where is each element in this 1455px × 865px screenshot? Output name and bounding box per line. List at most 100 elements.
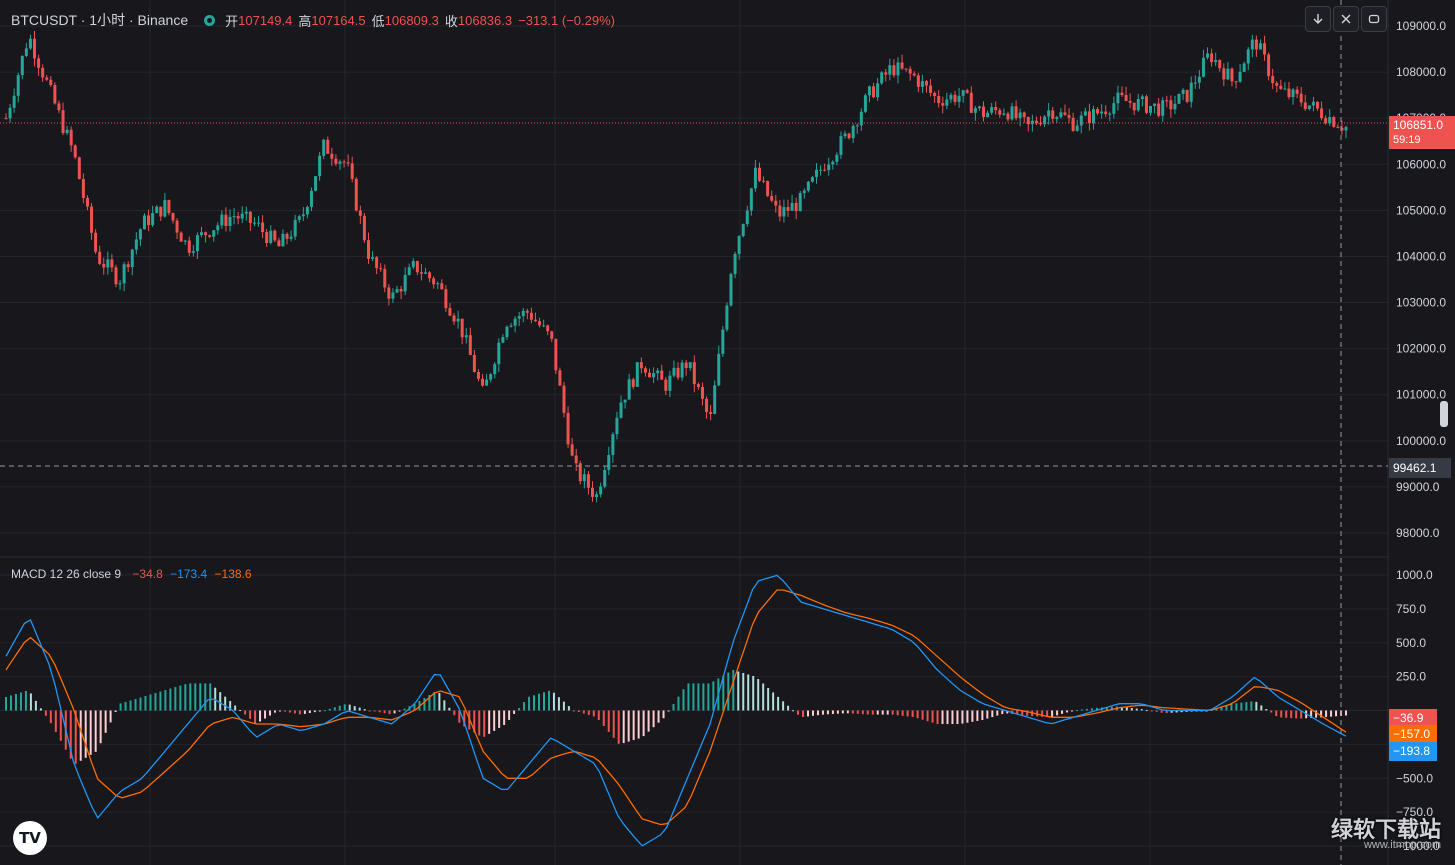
candle-body xyxy=(114,267,118,285)
tradingview-logo[interactable]: TV xyxy=(13,821,47,855)
macd-hist-bar xyxy=(1160,710,1163,713)
candle-body xyxy=(566,412,570,445)
candle-body xyxy=(1079,115,1083,126)
candle-body xyxy=(558,370,562,386)
macd-hist-bar xyxy=(179,685,182,711)
macd-hist-bar xyxy=(398,710,401,712)
candle-body xyxy=(900,62,904,69)
macd-hist-bar xyxy=(483,710,486,737)
candle-body xyxy=(1055,117,1059,119)
candle-body xyxy=(1120,92,1124,96)
candle-body xyxy=(366,240,370,259)
candle-body xyxy=(175,220,179,233)
macd-hist-bar xyxy=(433,692,436,711)
candle-body xyxy=(1148,105,1152,113)
candle-body xyxy=(1214,60,1218,63)
candle-body xyxy=(415,261,419,273)
macd-hist-bar xyxy=(224,696,227,711)
macd-hist-bar xyxy=(1215,708,1218,711)
candle-body xyxy=(1279,85,1283,89)
macd-hist-bar xyxy=(1170,710,1173,713)
download-button[interactable] xyxy=(1305,6,1331,32)
macd-hist-bar xyxy=(831,710,834,715)
macd-hist-bar xyxy=(712,681,715,711)
candle-body xyxy=(933,92,937,96)
macd-hist-bar xyxy=(772,692,775,711)
candle-body xyxy=(440,283,444,290)
candle-body xyxy=(725,305,729,330)
candle-body xyxy=(599,486,603,495)
candle-body xyxy=(391,292,395,299)
macd-hist-bar xyxy=(1325,710,1328,718)
macd-hist-bar xyxy=(318,710,321,712)
candle-body xyxy=(623,399,627,403)
macd-hist-bar xyxy=(1150,710,1153,712)
candle-body xyxy=(1153,103,1157,106)
macd-hist-bar xyxy=(926,710,929,722)
market-status-icon[interactable] xyxy=(204,14,216,26)
macd-hist-bar xyxy=(996,710,999,716)
symbol-title[interactable]: BTCUSDT · 1小时 · Binance xyxy=(11,12,189,28)
candle-body xyxy=(252,222,256,224)
candle-body xyxy=(1083,111,1087,116)
macd-hist-bar xyxy=(119,703,122,711)
macd-hist-bar xyxy=(567,706,570,711)
macd-hist-bar xyxy=(1056,710,1059,716)
symbol-legend: BTCUSDT · 1小时 · Binance 开 107149.4 高 10716… xyxy=(11,10,615,30)
open-value: 107149.4 xyxy=(238,12,293,28)
macd-hist-bar xyxy=(692,683,695,711)
macd-hist-bar xyxy=(219,692,222,711)
collapse-button[interactable] xyxy=(1333,6,1359,32)
candle-body xyxy=(965,90,969,93)
candle-body xyxy=(134,239,138,250)
axis-scale-handle[interactable] xyxy=(1440,401,1448,427)
macd-hist-bar xyxy=(687,683,690,711)
candle-body xyxy=(407,267,411,275)
candle-body xyxy=(635,362,639,387)
macd-hist-bar xyxy=(523,702,526,711)
candle-body xyxy=(1018,112,1022,119)
macd-hist-bar xyxy=(612,710,615,738)
candle-body xyxy=(1242,63,1246,72)
macd-tick-label: −500.0 xyxy=(1396,771,1433,785)
macd-hist-bar xyxy=(1006,710,1009,714)
macd-hist-bar xyxy=(328,708,331,711)
candle-body xyxy=(375,257,379,269)
candle-body xyxy=(509,325,513,327)
macd-hist-bar xyxy=(1140,709,1143,711)
candle-body xyxy=(603,469,607,487)
candle-body xyxy=(1197,76,1201,83)
candle-body xyxy=(448,308,452,316)
candle-body xyxy=(912,73,916,76)
macd-hist-bar xyxy=(722,675,725,711)
macd-hist-bar xyxy=(428,695,431,711)
macd-hist-bar xyxy=(587,710,590,715)
macd-hist-bar xyxy=(39,708,42,711)
macd-hist-bar xyxy=(1076,710,1079,712)
fullscreen-button[interactable] xyxy=(1361,6,1387,32)
candle-body xyxy=(293,219,297,237)
candle-body xyxy=(151,212,155,226)
macd-hist-bar xyxy=(29,693,32,711)
macd-hist-bar xyxy=(1345,710,1347,716)
macd-hist-bar xyxy=(921,710,924,720)
macd-hist-bar xyxy=(283,710,286,712)
macd-hist-bar xyxy=(1270,710,1273,713)
candle-body xyxy=(998,110,1002,115)
macd-hist-bar xyxy=(886,710,889,715)
collapse-icon xyxy=(1341,14,1351,24)
candle-body xyxy=(4,118,8,120)
candle-body xyxy=(525,310,529,313)
candle-body xyxy=(395,289,399,293)
candle-body xyxy=(1087,111,1091,124)
macd-hist-bar xyxy=(139,697,142,711)
candle-body xyxy=(257,222,261,224)
candle-body xyxy=(195,235,199,252)
candle-body xyxy=(314,176,318,191)
macd-title[interactable]: MACD 12 26 close 9 xyxy=(11,567,122,581)
macd-hist-bar xyxy=(259,710,262,722)
macd-hist-bar xyxy=(1026,710,1029,716)
macd-hist-bar xyxy=(443,700,446,711)
